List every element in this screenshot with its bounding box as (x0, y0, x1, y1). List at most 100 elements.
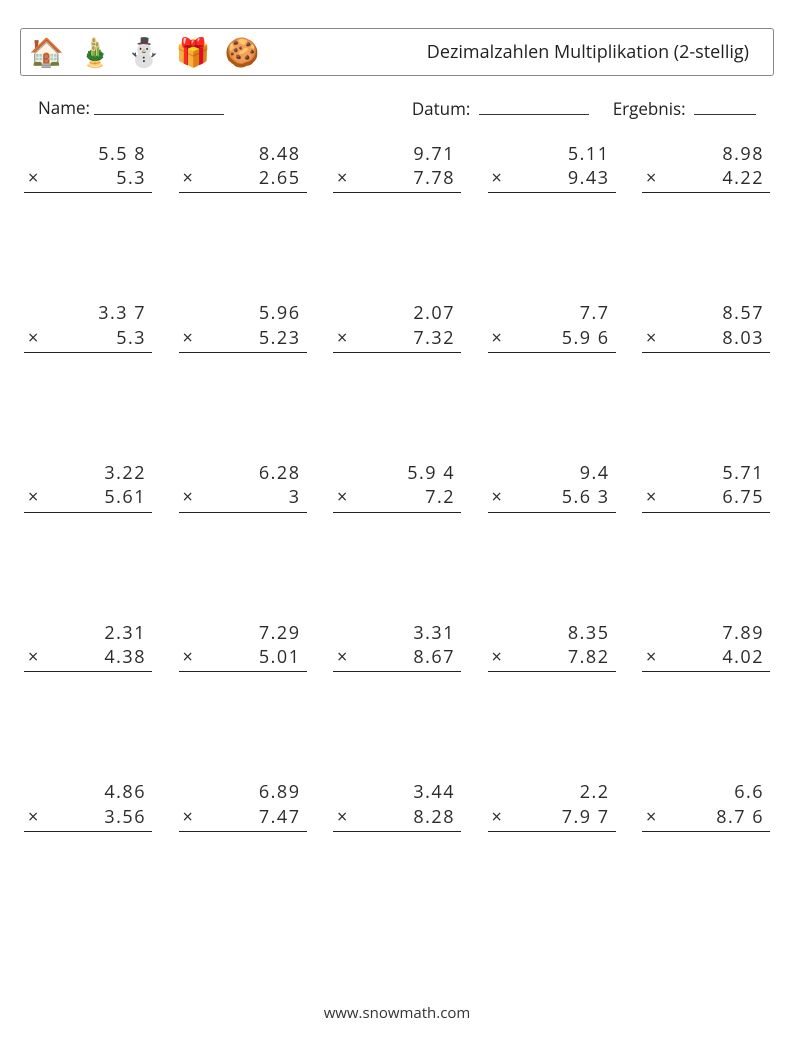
problem-row: 3.22×5.616.28×35.9 4×7.29.4×5.6 35.71×6.… (24, 461, 770, 513)
multiply-sign: × (333, 805, 397, 829)
bamboo-icon: 🎍 (78, 38, 113, 66)
multiplication-problem: 6.89×7.47 (179, 780, 307, 832)
multiplication-problem: 5.5 8×5.3 (24, 142, 152, 194)
multiply-sign: × (179, 326, 243, 350)
cookie-icon: 🍪 (225, 38, 260, 66)
multiplier: 7.32 (397, 326, 461, 350)
multiply-sign: × (24, 805, 88, 829)
gift-icon: 🎁 (176, 38, 211, 66)
multiplicand: 3.3 7 (88, 301, 152, 325)
multiplicand: 8.98 (706, 142, 770, 166)
multiply-sign: × (642, 166, 706, 190)
score-blank[interactable] (694, 96, 756, 115)
multiplication-problem: 8.57×8.03 (642, 301, 770, 353)
name-label: Name: (38, 96, 90, 120)
problem-row: 4.86×3.566.89×7.473.44×8.282.2×7.9 76.6×… (24, 780, 770, 832)
multiplicand: 2.31 (88, 621, 152, 645)
multiply-sign: × (24, 645, 88, 669)
multiplicand: 5.5 8 (88, 142, 152, 166)
multiplier: 4.02 (706, 645, 770, 669)
multiply-sign: × (179, 805, 243, 829)
name-blank[interactable] (94, 96, 224, 115)
multiplier: 7.47 (243, 805, 307, 829)
multiplication-problem: 4.86×3.56 (24, 780, 152, 832)
score-label: Ergebnis: (613, 97, 686, 120)
problem-row: 2.31×4.387.29×5.013.31×8.678.35×7.827.89… (24, 621, 770, 673)
header-icons: 🏠 🎍 ⛄ 🎁 🍪 (29, 38, 259, 66)
multiplicand: 9.4 (552, 461, 616, 485)
multiplicand: 3.44 (397, 780, 461, 804)
multiplication-problem: 3.44×8.28 (333, 780, 461, 832)
multiplication-problem: 9.71×7.78 (333, 142, 461, 194)
multiplication-problem: 8.35×7.82 (488, 621, 616, 673)
multiplication-problem: 2.31×4.38 (24, 621, 152, 673)
multiplication-problem: 5.11×9.43 (488, 142, 616, 194)
problem-row: 5.5 8×5.38.48×2.659.71×7.785.11×9.438.98… (24, 142, 770, 194)
multiplication-problem: 5.96×5.23 (179, 301, 307, 353)
multiplication-problem: 3.3 7×5.3 (24, 301, 152, 353)
multiplier: 7.82 (552, 645, 616, 669)
multiplication-problem: 2.2×7.9 7 (488, 780, 616, 832)
multiply-sign: × (333, 485, 397, 509)
multiply-sign: × (642, 645, 706, 669)
multiplication-problem: 2.07×7.32 (333, 301, 461, 353)
multiply-sign: × (333, 326, 397, 350)
multiplication-problem: 9.4×5.6 3 (488, 461, 616, 513)
multiplier: 7.2 (397, 485, 461, 509)
multiplicand: 7.29 (243, 621, 307, 645)
multiplication-problem: 3.31×8.67 (333, 621, 461, 673)
multiply-sign: × (179, 645, 243, 669)
multiplicand: 5.71 (706, 461, 770, 485)
multiplication-problem: 8.98×4.22 (642, 142, 770, 194)
multiplier: 2.65 (243, 166, 307, 190)
multiplicand: 2.07 (397, 301, 461, 325)
multiplier: 6.75 (706, 485, 770, 509)
multiplicand: 7.7 (552, 301, 616, 325)
multiplier: 4.38 (88, 645, 152, 669)
multiplication-problem: 7.29×5.01 (179, 621, 307, 673)
multiply-sign: × (488, 485, 552, 509)
multiply-sign: × (333, 166, 397, 190)
date-blank[interactable] (479, 96, 589, 115)
multiplicand: 8.48 (243, 142, 307, 166)
multiplier: 5.23 (243, 326, 307, 350)
date-label: Datum: (412, 97, 470, 120)
multiplicand: 5.96 (243, 301, 307, 325)
multiplicand: 2.2 (552, 780, 616, 804)
multiplier: 8.7 6 (706, 805, 770, 829)
multiplier: 4.22 (706, 166, 770, 190)
multiply-sign: × (24, 166, 88, 190)
multiplier: 5.3 (88, 326, 152, 350)
multiply-sign: × (24, 326, 88, 350)
multiplier: 8.67 (397, 645, 461, 669)
fields-row: Name: Datum: Ergebnis: (20, 96, 774, 120)
problems-grid: 5.5 8×5.38.48×2.659.71×7.785.11×9.438.98… (20, 142, 774, 832)
multiplier: 7.78 (397, 166, 461, 190)
multiply-sign: × (179, 166, 243, 190)
multiplicand: 6.6 (706, 780, 770, 804)
multiplier: 5.9 6 (552, 326, 616, 350)
worksheet-page: 🏠 🎍 ⛄ 🎁 🍪 Dezimalzahlen Multiplikation (… (0, 0, 794, 1053)
multiplication-problem: 3.22×5.61 (24, 461, 152, 513)
multiply-sign: × (642, 805, 706, 829)
multiply-sign: × (642, 485, 706, 509)
multiplicand: 5.11 (552, 142, 616, 166)
multiplier: 8.28 (397, 805, 461, 829)
multiply-sign: × (179, 485, 243, 509)
multiply-sign: × (333, 645, 397, 669)
multiply-sign: × (24, 485, 88, 509)
multiply-sign: × (642, 326, 706, 350)
multiplier: 7.9 7 (552, 805, 616, 829)
multiplication-problem: 6.28×3 (179, 461, 307, 513)
multiplicand: 8.35 (552, 621, 616, 645)
multiplication-problem: 8.48×2.65 (179, 142, 307, 194)
multiplicand: 3.22 (88, 461, 152, 485)
footer-url: www.snowmath.com (0, 1003, 794, 1023)
multiplicand: 9.71 (397, 142, 461, 166)
header-box: 🏠 🎍 ⛄ 🎁 🍪 Dezimalzahlen Multiplikation (… (20, 28, 774, 76)
multiplier: 5.61 (88, 485, 152, 509)
multiplication-problem: 5.71×6.75 (642, 461, 770, 513)
multiply-sign: × (488, 645, 552, 669)
multiplicand: 6.89 (243, 780, 307, 804)
problem-row: 3.3 7×5.35.96×5.232.07×7.327.7×5.9 68.57… (24, 301, 770, 353)
